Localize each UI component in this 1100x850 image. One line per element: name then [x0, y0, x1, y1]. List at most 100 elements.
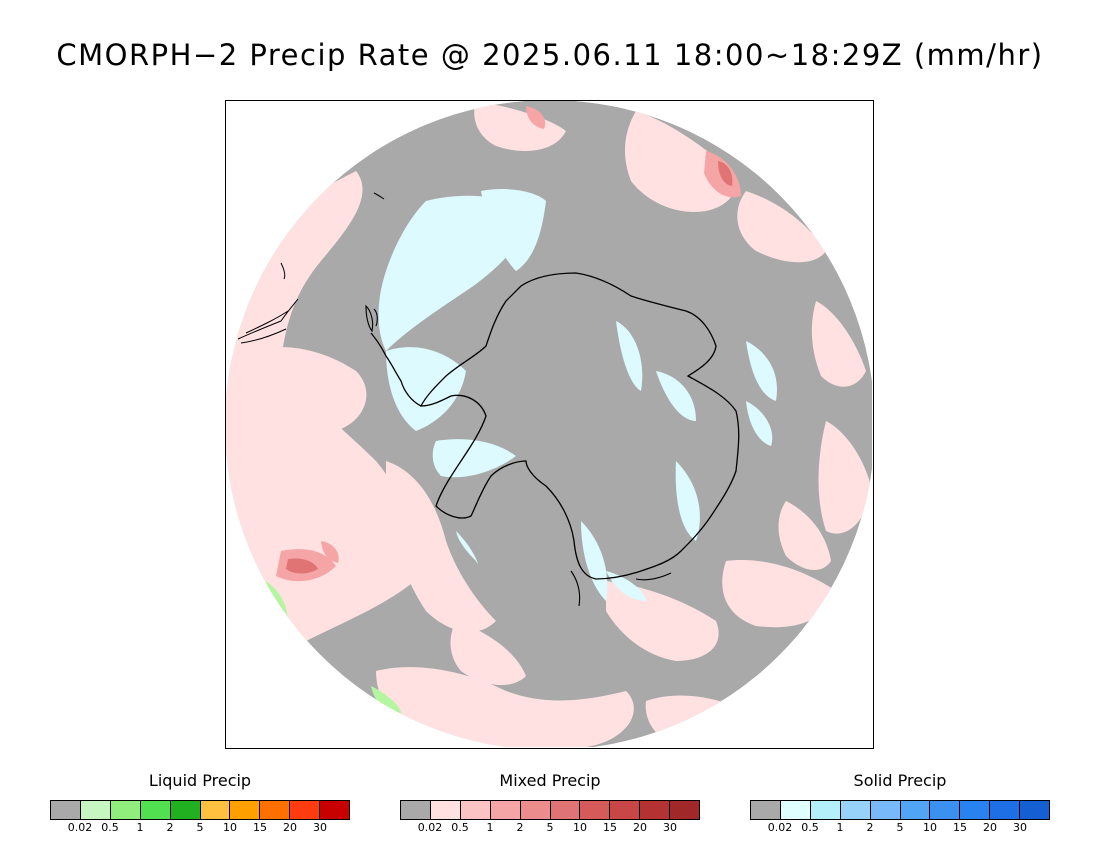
legend-swatch — [80, 801, 111, 819]
legend-tick-label: 5 — [546, 821, 554, 834]
mixed-precip-area — [474, 101, 566, 151]
legend-swatch — [200, 801, 231, 819]
legend-tick-label: 0.5 — [451, 821, 469, 834]
legend-swatch — [520, 801, 551, 819]
legend-color-bar — [50, 800, 350, 820]
mixed-precip-area — [737, 191, 826, 263]
legend-swatch — [460, 801, 491, 819]
legend-tick-label: 10 — [573, 821, 587, 834]
mixed-precip-area — [624, 111, 736, 212]
island-coastline — [280, 192, 385, 280]
legend-swatch — [990, 801, 1021, 819]
mixed-precip-area — [376, 667, 634, 747]
legend-ticks: 0.02 0.5 1 2 5 10 15 20 30 — [50, 821, 350, 835]
legend-swatch — [260, 801, 291, 819]
legend-tick-label: 1 — [836, 821, 844, 834]
mixed-precip-area — [818, 421, 872, 534]
legend-tick-label: 20 — [283, 821, 297, 834]
legend-swatch — [1020, 801, 1050, 819]
legend-swatch — [230, 801, 261, 819]
legend-mixed-precip: Mixed Precip 0.02 0.5 1 2 5 10 15 20 30 — [400, 770, 700, 835]
legend-swatch — [580, 801, 611, 819]
map-title: CMORPH−2 Precip Rate @ 2025.06.11 18:00~… — [56, 38, 1044, 72]
legend-swatch — [290, 801, 321, 819]
legend-title: Liquid Precip — [148, 771, 252, 790]
legend-swatch — [110, 801, 141, 819]
legend-swatch — [170, 801, 201, 819]
mixed-precip-area — [226, 428, 340, 568]
antarctica-coastline — [419, 272, 740, 580]
legend-tick-label: 0.5 — [801, 821, 819, 834]
solid-precip-area — [675, 461, 700, 541]
legend-swatch — [550, 801, 581, 819]
legend-title: Mixed Precip — [499, 771, 601, 790]
solid-precip-area — [746, 401, 773, 446]
legend-tick-label: 15 — [603, 821, 617, 834]
legend-tick-label: 0.02 — [767, 821, 793, 834]
legend-swatch — [960, 801, 991, 819]
legend-tick-label: 20 — [983, 821, 997, 834]
legend-tick-label: 15 — [953, 821, 967, 834]
legend-liquid-precip: Liquid Precip 0.02 0.5 1 2 5 10 15 20 30 — [50, 770, 350, 835]
solid-precip-area — [616, 321, 643, 391]
legend-tick-label: 30 — [1013, 821, 1027, 834]
mixed-precip-moderate — [526, 106, 546, 129]
legend-tick-label: 0.02 — [67, 821, 93, 834]
legend-title: Solid Precip — [853, 771, 947, 790]
legend-swatch — [430, 801, 461, 819]
ice-shelf-coastline — [570, 570, 672, 607]
precip-field — [226, 101, 872, 747]
mixed-precip-area — [256, 347, 367, 434]
mixed-precip-area — [722, 560, 836, 628]
legend-color-bar — [750, 800, 1050, 820]
legend-tick-label: 0.5 — [101, 821, 119, 834]
legend-tick-label: 15 — [253, 821, 267, 834]
legend-ticks: 0.02 0.5 1 2 5 10 15 20 30 — [750, 821, 1050, 835]
legend-tick-label: 20 — [633, 821, 647, 834]
solid-precip-area — [481, 189, 546, 271]
solid-precip-area — [386, 347, 466, 431]
legend-swatch — [320, 801, 350, 819]
legend-tick-label: 2 — [866, 821, 874, 834]
legend-swatch — [51, 801, 81, 819]
mixed-precip-strong — [286, 558, 318, 574]
solid-precip-area — [456, 531, 478, 564]
legend-tick-label: 0.02 — [417, 821, 443, 834]
legend-tick-label: 10 — [923, 821, 937, 834]
legend-tick-label: 5 — [196, 821, 204, 834]
legend-swatch — [140, 801, 171, 819]
solid-precip-area — [606, 571, 646, 601]
legend-swatch — [751, 801, 781, 819]
mixed-precip-area — [811, 301, 866, 387]
solid-precip-area — [746, 341, 777, 401]
legend-swatch — [490, 801, 521, 819]
solid-precip-area — [656, 371, 696, 421]
antarctic-peninsula-coastline — [370, 332, 422, 407]
legend-tick-label: 30 — [663, 821, 677, 834]
legend-tick-label: 2 — [516, 821, 524, 834]
solid-precip-area — [581, 521, 608, 601]
legend-swatch — [780, 801, 811, 819]
mixed-precip-area — [606, 581, 719, 661]
mixed-precip-moderate — [321, 541, 339, 563]
legend-solid-precip: Solid Precip 0.02 0.5 1 2 5 10 15 20 30 — [750, 770, 1050, 835]
legend-swatch — [640, 801, 671, 819]
legend-tick-label: 5 — [896, 821, 904, 834]
legend-tick-label: 2 — [166, 821, 174, 834]
south-america-coastline — [237, 298, 299, 344]
island-coastline — [365, 304, 378, 333]
legend-tick-label: 1 — [136, 821, 144, 834]
mixed-precip-strong — [718, 161, 733, 186]
legend-ticks: 0.02 0.5 1 2 5 10 15 20 30 — [400, 821, 700, 835]
precip-map — [226, 101, 872, 747]
legend-tick-label: 1 — [486, 821, 494, 834]
legend-swatch — [610, 801, 641, 819]
legend-swatch — [900, 801, 931, 819]
mixed-precip-area — [778, 501, 831, 571]
legend-swatch — [870, 801, 901, 819]
legend-swatch — [401, 801, 431, 819]
mixed-precip-area — [450, 621, 526, 686]
legend-swatch — [810, 801, 841, 819]
mixed-precip-area — [386, 461, 496, 632]
legend-swatch — [840, 801, 871, 819]
